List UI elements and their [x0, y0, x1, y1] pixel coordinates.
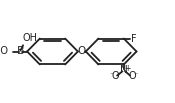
Text: O: O	[128, 71, 136, 81]
Text: N: N	[120, 65, 128, 75]
Text: O: O	[78, 46, 86, 57]
Text: O: O	[111, 71, 119, 81]
Text: +: +	[124, 64, 131, 73]
Text: F: F	[131, 34, 137, 44]
Text: OH: OH	[23, 33, 38, 43]
Text: HO: HO	[0, 46, 8, 57]
Text: B: B	[17, 46, 24, 57]
Text: ⁻: ⁻	[134, 70, 138, 79]
Text: ⁻: ⁻	[109, 70, 114, 79]
